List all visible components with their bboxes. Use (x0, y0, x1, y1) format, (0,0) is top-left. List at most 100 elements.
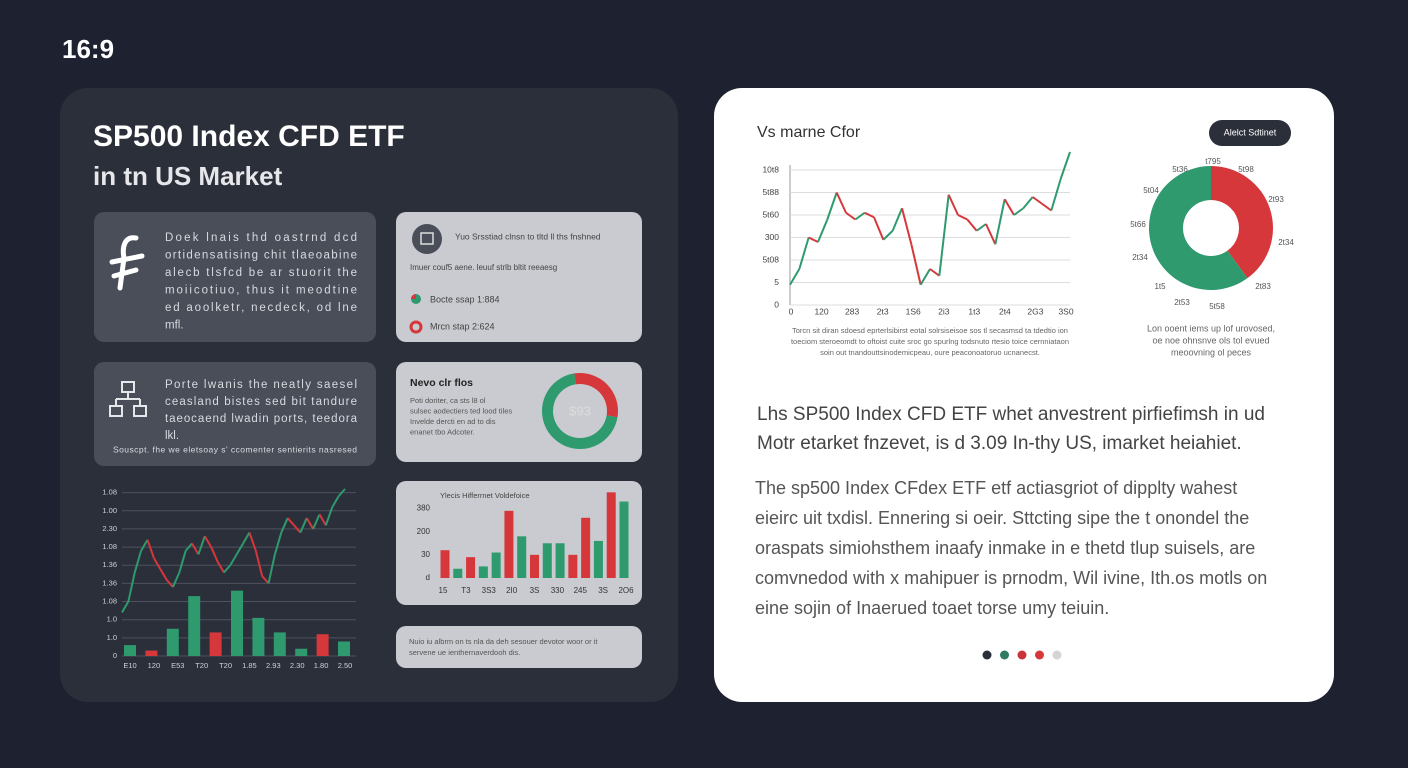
line-segment (324, 506, 334, 526)
x-tick-label: 2t4 (999, 306, 1011, 316)
line-segment (273, 532, 283, 555)
pie-label: 5t66 (1130, 220, 1146, 229)
text-line: alecb tlsfcd be ar stuorit the (165, 267, 357, 279)
line-segment (835, 192, 847, 214)
line-segment (1022, 196, 1034, 209)
line-segment (210, 546, 219, 563)
line-segment (901, 207, 913, 245)
card (396, 212, 642, 342)
text-line: mfl. (165, 320, 184, 332)
text-line: oraspats simiohsthem inaafy inmake in e … (755, 538, 1255, 558)
line-segment (1059, 151, 1071, 180)
line-segment (293, 524, 302, 534)
y-tick-label: 5t88 (762, 187, 779, 197)
bar (440, 550, 450, 578)
line-segment (191, 542, 200, 555)
text-line: lkl. (165, 430, 179, 442)
pager-dot (1052, 650, 1062, 660)
y-tick-label: 1.0 (107, 633, 117, 642)
x-tick-label: 15 (439, 586, 448, 595)
card (94, 212, 376, 342)
x-tick-label: 245 (574, 586, 588, 595)
line-segment (1032, 196, 1043, 205)
x-tick-label: 283 (845, 306, 859, 316)
card-text: Imuer couf5 aene. leuuf strlb bltit reea… (410, 263, 557, 272)
bar (231, 590, 243, 656)
line-segment (305, 517, 315, 530)
x-tick-label: 3S0 (1058, 306, 1073, 316)
donut-slice (542, 373, 618, 450)
x-tick-label: 2G3 (1027, 306, 1043, 316)
pie-label: 1t5 (1154, 282, 1166, 291)
text-line: Invelde dercti en ad to dis (410, 417, 496, 426)
line-segment (280, 517, 289, 533)
pie-label: 5t04 (1143, 186, 1159, 195)
line-segment (966, 218, 978, 232)
pie-label: 2t53 (1174, 298, 1190, 307)
pie-label: 5t36 (1172, 165, 1188, 174)
x-tick-label: 2I0 (506, 586, 518, 595)
line-segment (146, 539, 155, 559)
text-line: Doek lnais thd oastrnd dcd (165, 232, 357, 244)
line-segment (994, 199, 1006, 245)
text-line: ed aoolketr, necdeck, od lne (165, 302, 357, 314)
bar (530, 554, 539, 578)
line-segment (891, 207, 903, 232)
x-tick-label: 3S (530, 586, 540, 595)
bar (504, 510, 514, 578)
x-tick-label: E53 (171, 661, 184, 670)
card (396, 626, 642, 668)
line-segment (1013, 207, 1024, 216)
pie-label: 5t58 (1209, 302, 1225, 311)
text-line: Porte lwanis the neatly saesel (165, 379, 357, 391)
card (94, 362, 376, 466)
line-segment (1041, 202, 1052, 212)
bar (581, 517, 591, 578)
text-line: ortidensatising chit tlaeoabine (165, 250, 357, 262)
line-segment (267, 554, 276, 584)
bar (124, 645, 136, 656)
y-tick-label: 1.08 (102, 542, 117, 551)
y-tick-label: 1.00 (102, 506, 117, 515)
pie-label: 5t98 (1238, 165, 1254, 174)
line-segment (216, 561, 225, 574)
line-segment (127, 572, 136, 602)
text-line: Motr etarket fnzevet, is d 3.09 In-thy U… (757, 433, 1242, 454)
donut-center: $93 (569, 403, 591, 418)
line-segment (299, 517, 308, 533)
line-segment (910, 244, 922, 285)
line-segment (864, 211, 875, 219)
x-tick-label: 1t3 (968, 306, 980, 316)
line-segment (172, 572, 181, 588)
x-tick-label: 2.30 (290, 661, 305, 670)
pager-dot (1035, 650, 1044, 660)
x-tick-label: 2.93 (266, 661, 281, 670)
line-segment (121, 601, 130, 613)
text-line: toeciom steroeomdt to oftoist cuite sroc… (791, 337, 1069, 346)
line-segment (184, 542, 193, 552)
button-label[interactable]: Alelct Sdtinet (1224, 127, 1277, 137)
line-segment (976, 223, 987, 232)
x-tick-label: 2i3 (938, 306, 950, 316)
x-tick-label: 2.50 (338, 661, 353, 670)
line-segment (312, 514, 321, 530)
y-tick-label: 5 (774, 277, 779, 287)
y-tick-label: 5t08 (762, 254, 779, 264)
line-segment (919, 268, 931, 286)
line-segment (197, 535, 206, 555)
bar (273, 632, 286, 656)
bar (593, 540, 603, 578)
donut-slice (1211, 166, 1273, 279)
y-tick-label: 1.36 (102, 578, 117, 587)
x-tick-label: 120 (148, 661, 161, 670)
text-line: Lhs SP500 Index CFD ETF whet anvestrent … (757, 404, 1265, 425)
y-tick-label: 5t60 (762, 209, 779, 219)
y-tick-label: 200 (417, 527, 431, 536)
button[interactable] (1209, 120, 1291, 146)
bar (568, 554, 578, 578)
y-tick-label: 1.08 (102, 597, 117, 606)
pie-label: 2t93 (1268, 195, 1284, 204)
donut-slice (1148, 166, 1248, 290)
line-segment (845, 211, 856, 221)
line-segment (337, 488, 346, 497)
